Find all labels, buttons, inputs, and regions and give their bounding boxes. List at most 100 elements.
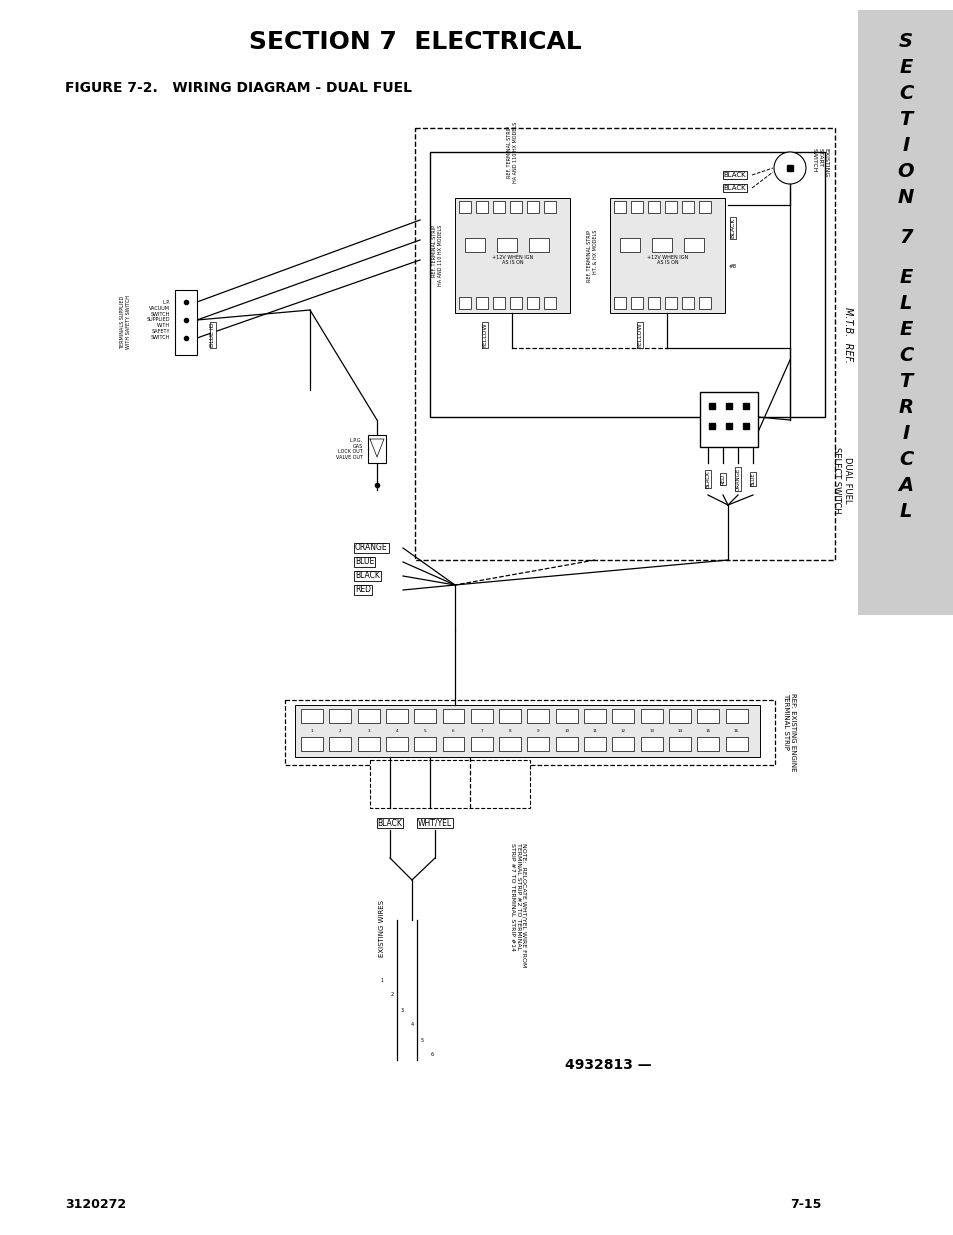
Text: #8: #8 [728, 263, 737, 268]
Text: E: E [899, 58, 912, 77]
Text: TERMINALS SUPPLIED
WITH SAFETY SWITCH: TERMINALS SUPPLIED WITH SAFETY SWITCH [120, 295, 131, 350]
Bar [609, 198, 724, 312]
Bar [699, 201, 710, 212]
Bar [614, 296, 625, 309]
Text: O: O [897, 162, 913, 182]
Text: +12V WHEN IGN
AS IS ON: +12V WHEN IGN AS IS ON [492, 254, 533, 266]
Bar [442, 737, 464, 751]
Text: BLACK: BLACK [730, 217, 735, 238]
Bar [697, 709, 719, 722]
Bar [510, 296, 521, 309]
Text: 7: 7 [480, 729, 482, 734]
Bar [612, 709, 634, 722]
Text: 4932813 —: 4932813 — [564, 1058, 651, 1072]
Bar [697, 737, 719, 751]
Text: BLACK: BLACK [355, 572, 379, 580]
Bar [668, 737, 690, 751]
Text: C: C [898, 450, 912, 469]
Bar [510, 201, 521, 212]
Bar [647, 296, 659, 309]
Bar [681, 296, 693, 309]
Bar [174, 290, 196, 354]
Text: R: R [898, 398, 913, 417]
Bar [386, 709, 407, 722]
Text: WHT/YEL: WHT/YEL [417, 819, 452, 827]
Bar [725, 709, 747, 722]
Bar [301, 737, 322, 751]
Bar [619, 238, 639, 252]
Text: 2: 2 [390, 993, 394, 998]
Text: 4: 4 [395, 729, 397, 734]
Bar [497, 238, 517, 252]
Text: L.P.G.
GAS
LOCK OUT
VALVE OUT: L.P.G. GAS LOCK OUT VALVE OUT [335, 437, 363, 461]
Text: 15: 15 [705, 729, 710, 734]
Text: 7-15: 7-15 [789, 1198, 821, 1212]
Bar [442, 709, 464, 722]
Text: 5: 5 [423, 729, 426, 734]
Text: NOTE:  RELOCATE WHT/YEL WIRE FROM
TERMINAL STRIP #2 TO TERMINAL
STRIP #7 TO TERM: NOTE: RELOCATE WHT/YEL WIRE FROM TERMINA… [510, 844, 526, 967]
Bar [583, 737, 605, 751]
Bar [471, 709, 493, 722]
Bar [668, 709, 690, 722]
Text: BLACK: BLACK [723, 185, 745, 191]
Text: SECTION 7  ELECTRICAL: SECTION 7 ELECTRICAL [249, 30, 580, 54]
Bar [357, 737, 379, 751]
Bar [498, 709, 520, 722]
Text: BLACK: BLACK [723, 172, 745, 178]
Bar [583, 709, 605, 722]
Text: BLUE: BLUE [355, 557, 374, 567]
Bar [471, 737, 493, 751]
Text: BLUE: BLUE [750, 472, 755, 485]
Text: 3: 3 [367, 729, 370, 734]
Bar [526, 201, 538, 212]
Text: 8: 8 [508, 729, 511, 734]
Text: L.P.
VACUUM
SWITCH
SUPPLIED
WITH
SAFETY
SWITCH: L.P. VACUUM SWITCH SUPPLIED WITH SAFETY … [147, 300, 170, 340]
Text: ORANGE: ORANGE [735, 467, 740, 490]
Bar [529, 238, 548, 252]
Text: YELLOW: YELLOW [637, 322, 641, 348]
Bar [527, 709, 549, 722]
Text: DUAL FUEL
SELECT SWITCH: DUAL FUEL SELECT SWITCH [831, 447, 851, 514]
Text: 7: 7 [899, 228, 912, 247]
Text: REF. TERMINAL STRIP
HA AND 110 HX MODELS: REF. TERMINAL STRIP HA AND 110 HX MODELS [507, 122, 517, 183]
Text: 9: 9 [537, 729, 539, 734]
Bar [664, 201, 677, 212]
Text: EXISTING
START
SWITCH: EXISTING START SWITCH [811, 148, 828, 178]
Text: L: L [899, 294, 911, 312]
Bar [498, 737, 520, 751]
Bar [414, 737, 436, 751]
Bar [329, 737, 351, 751]
Text: RED: RED [355, 585, 371, 594]
Text: 1: 1 [380, 977, 383, 983]
Bar [640, 709, 662, 722]
Text: BLACK: BLACK [377, 819, 402, 827]
Bar [640, 737, 662, 751]
Text: L: L [899, 501, 911, 521]
Text: 4: 4 [410, 1023, 414, 1028]
Bar [556, 709, 578, 722]
Text: REF. TERMINAL STRIP
HA AND 110 HX MODELS: REF. TERMINAL STRIP HA AND 110 HX MODELS [432, 225, 442, 287]
Bar [329, 709, 351, 722]
Text: 13: 13 [648, 729, 654, 734]
Circle shape [773, 152, 805, 184]
Bar [476, 296, 488, 309]
Bar [526, 296, 538, 309]
Text: C: C [898, 84, 912, 103]
Text: FIGURE 7-2.   WIRING DIAGRAM - DUAL FUEL: FIGURE 7-2. WIRING DIAGRAM - DUAL FUEL [65, 82, 412, 95]
Bar [458, 201, 471, 212]
Bar [647, 201, 659, 212]
Bar [543, 201, 556, 212]
Bar [556, 737, 578, 751]
Bar [415, 128, 834, 559]
Bar [725, 737, 747, 751]
Text: 14: 14 [677, 729, 681, 734]
Bar [857, 10, 953, 615]
Text: I: I [902, 424, 908, 443]
Text: E: E [899, 320, 912, 338]
Text: C: C [898, 346, 912, 366]
Bar [430, 152, 824, 417]
Text: 6: 6 [430, 1052, 433, 1057]
Bar [681, 201, 693, 212]
Text: 12: 12 [620, 729, 625, 734]
Bar [664, 296, 677, 309]
